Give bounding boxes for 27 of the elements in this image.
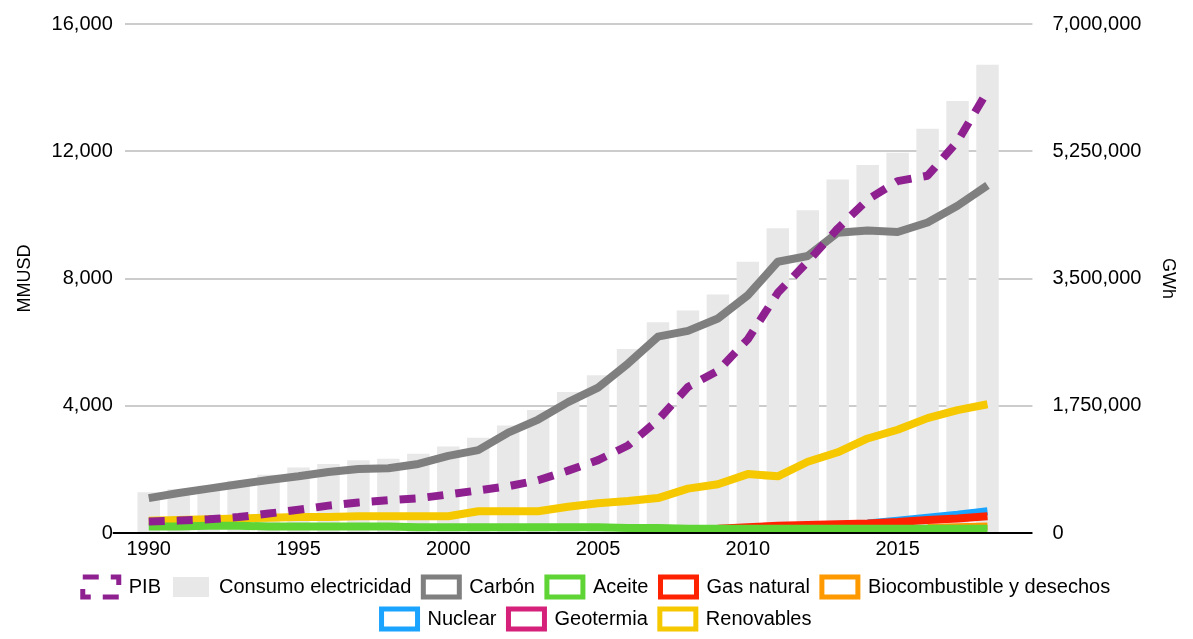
y-tick-label: 0 (101, 520, 113, 543)
x-tick-label: 1995 (276, 536, 321, 559)
y2-axis-title: GWh (1159, 257, 1180, 300)
y2-tick-label: 7,000,000 (1052, 11, 1142, 34)
legend-label: Aceite (592, 574, 649, 597)
x-tick-label: 2010 (725, 536, 771, 559)
legend-label: Nuclear (427, 606, 497, 629)
x-tick-label: 2000 (426, 536, 471, 559)
x-tick-label: 2015 (875, 536, 920, 559)
legend-label: Biocombustible y desechos (867, 574, 1111, 597)
legend-label: PIB (128, 574, 162, 597)
y2-tick-label: 5,250,000 (1052, 138, 1142, 161)
legend-label: Consumo electricidad (219, 574, 412, 597)
y-tick-label: 16,000 (51, 11, 113, 34)
y-tick-label: 12,000 (51, 138, 113, 161)
legend-label: Renovables (705, 606, 812, 629)
legend-label: Geotermia (554, 606, 649, 629)
y-axis-title: MMUSD (13, 244, 34, 313)
x-tick-label: 1990 (126, 536, 171, 559)
y2-tick-label: 3,500,000 (1052, 266, 1142, 289)
legend-label: Gas natural (706, 574, 810, 597)
y-tick-label: 4,000 (62, 393, 113, 416)
legend-label: Carbón (469, 574, 535, 597)
y2-tick-label: 0 (1052, 520, 1064, 543)
x-tick-label: 2005 (575, 536, 621, 559)
y-tick-label: 8,000 (62, 266, 113, 289)
y2-tick-label: 1,750,000 (1052, 393, 1142, 416)
